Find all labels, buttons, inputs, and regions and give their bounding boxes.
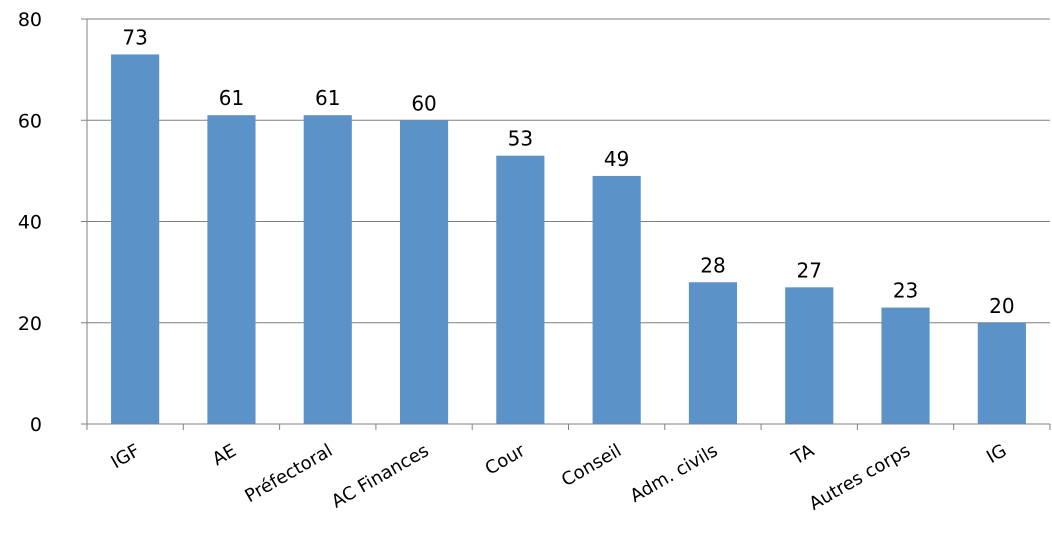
category-label: IGF (107, 440, 143, 473)
bar (496, 155, 545, 424)
category-label: Adm. civils (627, 440, 722, 507)
category-label: AE (209, 440, 240, 470)
data-labels: 73 61 61 60 53 49 28 27 23 20 (122, 25, 1014, 317)
data-label: 61 (219, 86, 244, 110)
y-axis-ticks: 0 20 40 60 80 (18, 9, 88, 436)
bar (111, 54, 160, 424)
bar (881, 307, 930, 424)
y-tick-label: 60 (18, 110, 42, 132)
data-label: 27 (797, 258, 822, 282)
category-label: TA (787, 440, 818, 470)
y-tick-label: 20 (18, 313, 42, 335)
bar (303, 115, 352, 424)
data-label: 28 (700, 253, 725, 277)
y-tick-label: 80 (18, 9, 42, 31)
category-label: Cour (482, 440, 530, 480)
data-label: 53 (508, 127, 533, 151)
category-label: IG (983, 440, 1010, 468)
bars (111, 54, 1026, 424)
x-axis (86, 423, 1051, 430)
bar (785, 287, 834, 424)
bar (399, 120, 449, 424)
data-label: 73 (122, 25, 147, 49)
data-label: 60 (411, 91, 436, 115)
category-label: Conseil (558, 440, 625, 491)
data-label: 61 (315, 86, 340, 110)
data-label: 23 (893, 279, 918, 303)
data-label: 49 (604, 147, 629, 171)
data-label: 20 (989, 294, 1014, 318)
bar (977, 322, 1026, 424)
category-label: Préfectoral (241, 440, 336, 507)
bar (688, 282, 738, 424)
category-label: Autres corps (806, 440, 914, 515)
category-label: AC Finances (328, 440, 432, 512)
bar (592, 175, 641, 424)
y-tick-label: 0 (30, 414, 42, 436)
bar (207, 115, 256, 424)
y-tick-label: 40 (18, 212, 42, 234)
